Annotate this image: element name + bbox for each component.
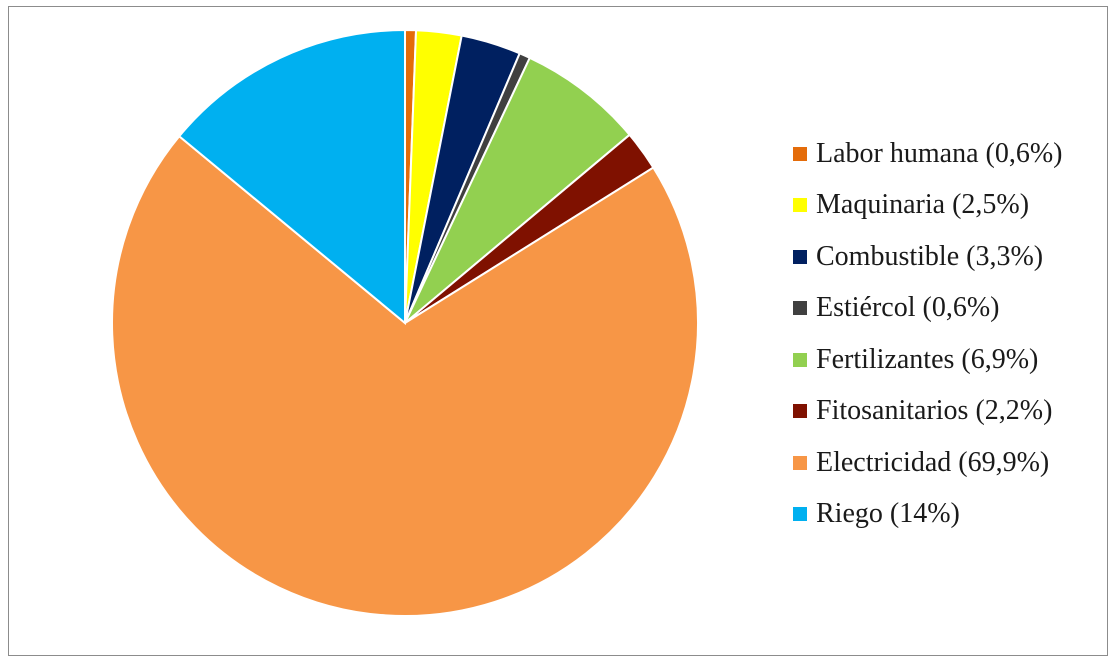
legend-item-electricidad: Electricidad (69,9%) xyxy=(793,437,1062,489)
chart-legend: Labor humana (0,6%) Maquinaria (2,5%) Comb… xyxy=(793,128,1062,540)
legend-item-fitosanitarios: Fitosanitarios (2,2%) xyxy=(793,386,1062,438)
legend-item-estiercol: Estiércol (0,6%) xyxy=(793,283,1062,335)
legend-swatch xyxy=(793,146,807,161)
pie-slice-riego xyxy=(177,28,406,326)
legend-label: Maquinaria (2,5%) xyxy=(816,189,1030,221)
legend-item-maquinaria: Maquinaria (2,5%) xyxy=(793,180,1062,232)
legend-item-labor-humana: Labor humana (0,6%) xyxy=(793,128,1062,180)
legend-swatch xyxy=(793,352,807,367)
legend-swatch xyxy=(793,198,807,213)
legend-item-fertilizantes: Fertilizantes (6,9%) xyxy=(793,334,1062,386)
legend-swatch xyxy=(793,455,807,470)
legend-label: Electricidad (69,9%) xyxy=(816,446,1050,478)
legend-item-riego: Riego (14%) xyxy=(793,489,1062,541)
legend-label: Combustible (3,3%) xyxy=(816,240,1044,272)
legend-label: Fitosanitarios (2,2%) xyxy=(816,395,1053,427)
pie-slice-fertilizantes xyxy=(404,56,631,324)
legend-swatch xyxy=(793,404,807,419)
legend-swatch xyxy=(793,249,807,264)
pie-slice-electricidad xyxy=(111,134,699,617)
legend-label: Riego (14%) xyxy=(816,498,960,530)
legend-swatch xyxy=(793,301,807,316)
legend-swatch xyxy=(793,507,807,522)
legend-label: Estiércol (0,6%) xyxy=(816,292,1000,324)
legend-label: Fertilizantes (6,9%) xyxy=(816,343,1039,375)
legend-item-combustible: Combustible (3,3%) xyxy=(793,231,1062,283)
legend-label: Labor humana (0,6%) xyxy=(816,137,1063,169)
